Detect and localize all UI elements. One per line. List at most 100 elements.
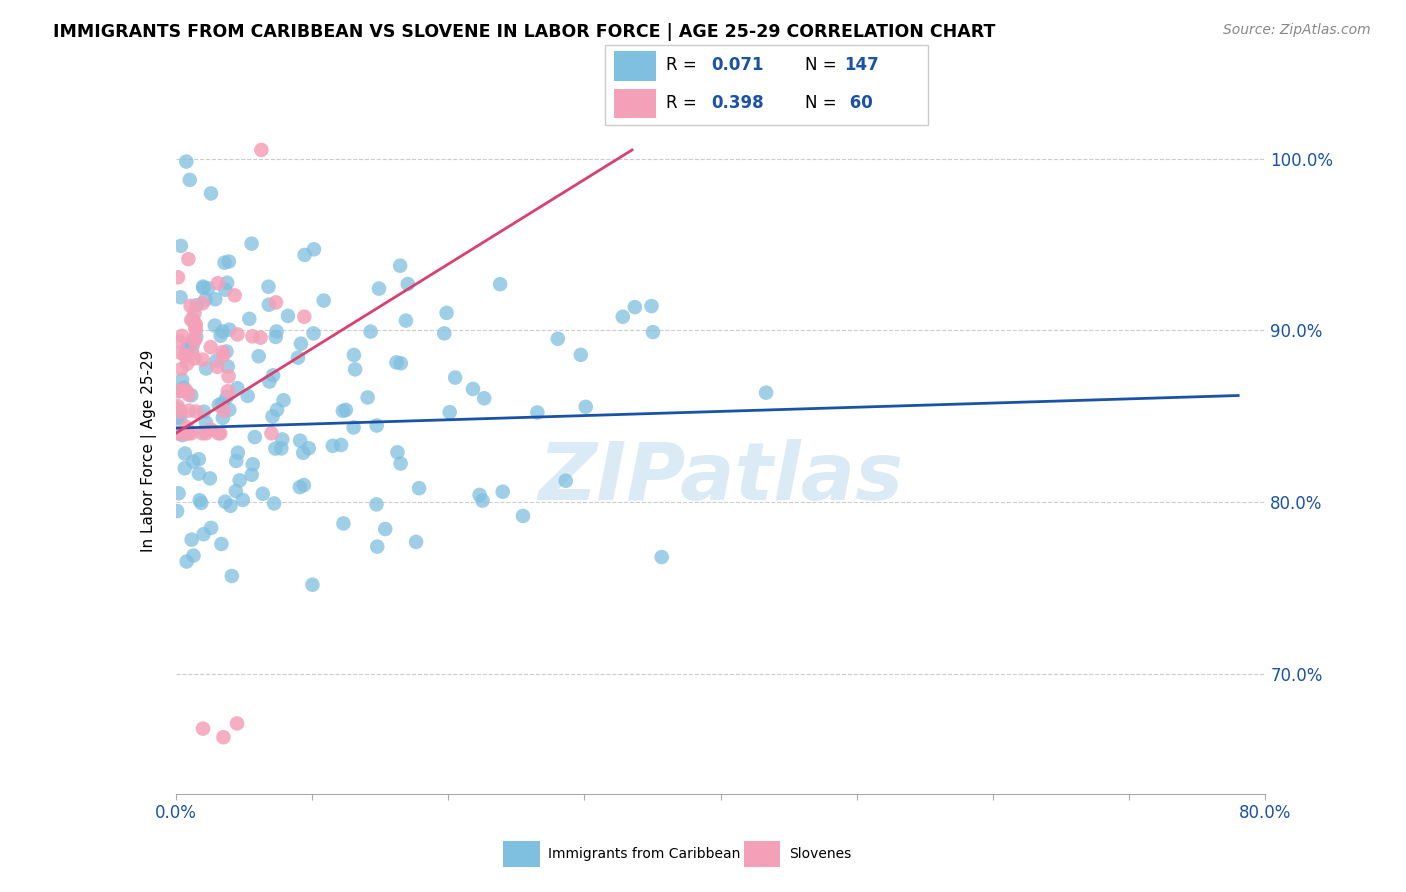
Point: [211, 325, 233, 339]
Point: [366, 497, 388, 511]
Point: [342, 420, 364, 434]
Point: [366, 540, 388, 554]
Point: [169, 426, 191, 441]
Point: [312, 293, 335, 308]
Point: [569, 348, 592, 362]
Text: R =: R =: [666, 95, 702, 112]
Point: [181, 346, 204, 360]
Point: [408, 481, 430, 495]
Point: [218, 369, 240, 384]
Point: [194, 293, 217, 307]
Point: [575, 400, 598, 414]
Point: [204, 293, 226, 307]
Point: [366, 418, 388, 433]
Point: [288, 480, 311, 494]
Point: [193, 527, 215, 541]
Text: 60: 60: [844, 95, 873, 112]
Point: [170, 329, 193, 343]
Point: [405, 535, 427, 549]
Point: [191, 296, 214, 310]
Point: [177, 340, 200, 354]
Point: [330, 438, 353, 452]
Point: [214, 255, 236, 269]
Point: [186, 298, 208, 312]
Point: [218, 254, 240, 268]
Point: [640, 299, 662, 313]
FancyBboxPatch shape: [744, 840, 780, 867]
Point: [554, 474, 576, 488]
Point: [292, 478, 315, 492]
Point: [167, 384, 190, 399]
Point: [194, 416, 217, 430]
Point: [512, 508, 534, 523]
Point: [215, 390, 238, 404]
Point: [183, 351, 205, 366]
Point: [266, 325, 288, 339]
Point: [332, 404, 354, 418]
Point: [461, 382, 484, 396]
Point: [183, 549, 205, 563]
Point: [225, 484, 247, 499]
Point: [195, 361, 218, 376]
Point: [181, 454, 204, 468]
Point: [166, 426, 188, 441]
Point: [389, 259, 412, 273]
Point: [264, 330, 287, 344]
Point: [172, 384, 194, 398]
Point: [232, 492, 254, 507]
Point: [257, 279, 280, 293]
Point: [472, 391, 495, 405]
Point: [335, 403, 357, 417]
Point: [492, 484, 515, 499]
Point: [188, 493, 211, 508]
Point: [179, 173, 201, 187]
Text: R =: R =: [666, 56, 702, 74]
Point: [167, 486, 190, 500]
Point: [176, 426, 198, 441]
Point: [184, 318, 207, 332]
Point: [169, 410, 191, 425]
Point: [322, 439, 344, 453]
Point: [174, 384, 197, 398]
Point: [249, 331, 271, 345]
Point: [247, 349, 270, 363]
Point: [389, 457, 412, 471]
Point: [250, 143, 273, 157]
Point: [212, 349, 235, 363]
Text: Source: ZipAtlas.com: Source: ZipAtlas.com: [1223, 23, 1371, 37]
Point: [236, 389, 259, 403]
Point: [215, 344, 238, 359]
Point: [170, 373, 193, 387]
Point: [169, 290, 191, 304]
Point: [489, 277, 512, 292]
Point: [374, 522, 396, 536]
Point: [389, 356, 412, 370]
Point: [193, 281, 215, 295]
Point: [252, 487, 274, 501]
Point: [273, 393, 295, 408]
Point: [385, 355, 408, 369]
Point: [173, 461, 195, 475]
Point: [294, 248, 316, 262]
Point: [200, 186, 222, 201]
Point: [755, 385, 778, 400]
Point: [207, 426, 229, 441]
Point: [226, 381, 249, 395]
Point: [471, 493, 494, 508]
Point: [302, 326, 325, 341]
Point: [177, 252, 200, 266]
Point: [174, 446, 197, 460]
Text: Slovenes: Slovenes: [789, 847, 851, 861]
Point: [262, 368, 284, 383]
Point: [191, 426, 214, 441]
Point: [177, 426, 200, 441]
Point: [169, 346, 191, 360]
Point: [257, 298, 280, 312]
Point: [173, 381, 195, 395]
Point: [176, 420, 198, 434]
Point: [183, 306, 205, 320]
Point: [292, 310, 315, 324]
Point: [387, 445, 409, 459]
Point: [190, 496, 212, 510]
Point: [214, 283, 236, 297]
